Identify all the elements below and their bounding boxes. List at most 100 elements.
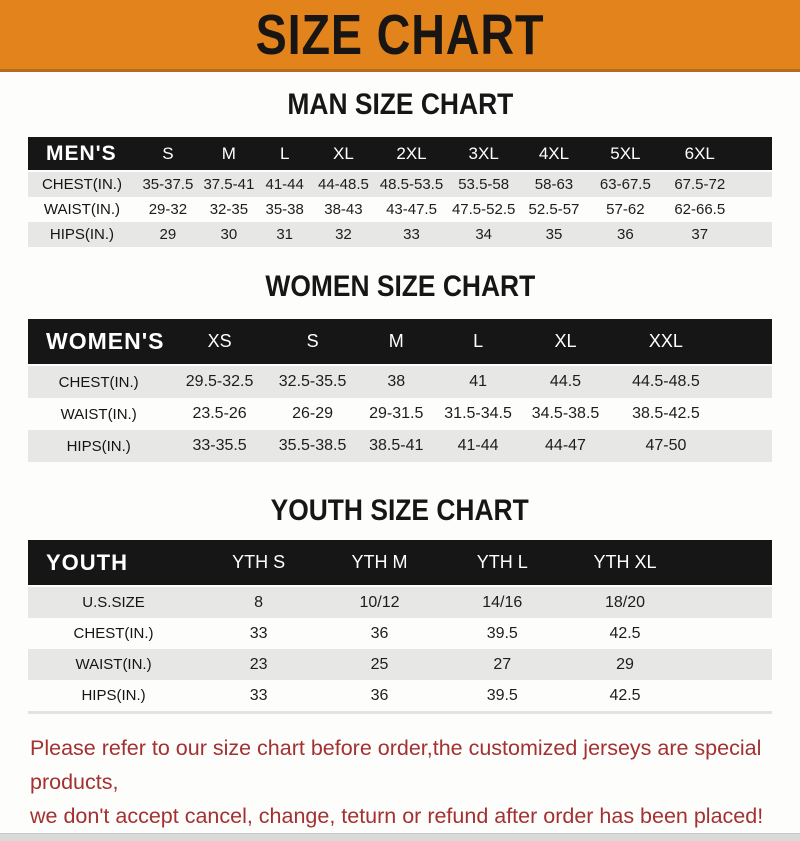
spacer-cell [736, 137, 772, 172]
footer-disclaimer: Please refer to our size chart before or… [0, 731, 800, 833]
men-group-label: MEN'S [28, 137, 136, 172]
men-col-header: S [135, 137, 200, 172]
men-waist-row: WAIST(IN.) 29-32 32-35 35-38 38-43 43-47… [28, 197, 772, 222]
size-cell: 63-67.5 [588, 172, 663, 197]
men-chest-row: CHEST(IN.) 35-37.5 37.5-41 41-44 44-48.5… [28, 172, 772, 197]
size-cell: 32 [311, 222, 376, 247]
men-col-header: 5XL [588, 137, 663, 172]
youth-col-header: YTH L [440, 540, 564, 587]
men-col-header: L [257, 137, 312, 172]
youth-col-header: YTH S [199, 540, 319, 587]
size-cell: 33 [375, 222, 448, 247]
size-cell: 25 [318, 649, 441, 680]
bottom-divider [0, 833, 800, 841]
size-cell: 10/12 [318, 587, 441, 618]
men-size-table: MEN'S S M L XL 2XL 3XL 4XL 5XL 6XL CHEST… [28, 137, 772, 247]
size-cell: 37.5-41 [199, 172, 258, 197]
size-cell: 38 [355, 366, 438, 398]
size-cell: 30 [199, 222, 258, 247]
men-col-header: XL [311, 137, 376, 172]
women-col-header: XL [519, 319, 612, 366]
spacer-cell [719, 366, 772, 398]
spacer-cell [719, 430, 772, 462]
row-label: HIPS(IN.) [28, 680, 200, 714]
size-cell: 29 [135, 222, 200, 247]
women-hips-row: HIPS(IN.) 33-35.5 35.5-38.5 38.5-41 41-4… [28, 430, 772, 462]
size-cell: 44-48.5 [311, 172, 376, 197]
size-cell: 44.5-48.5 [612, 366, 720, 398]
row-label: WAIST(IN.) [28, 649, 200, 680]
size-cell: 62-66.5 [662, 197, 737, 222]
women-chest-row: CHEST(IN.) 29.5-32.5 32.5-35.5 38 41 44.… [28, 366, 772, 398]
size-cell: 29 [563, 649, 687, 680]
youth-col-header: YTH XL [563, 540, 687, 587]
men-col-header: M [199, 137, 258, 172]
size-cell: 26-29 [269, 398, 356, 430]
spacer-cell [736, 197, 772, 222]
size-cell: 67.5-72 [662, 172, 737, 197]
women-col-header: S [269, 319, 356, 366]
men-col-header: 4XL [519, 137, 589, 172]
youth-ussize-row: U.S.SIZE 8 10/12 14/16 18/20 [28, 587, 772, 618]
youth-col-header: YTH M [318, 540, 441, 587]
women-header-row: WOMEN'S XS S M L XL XXL [28, 319, 772, 366]
row-label: CHEST(IN.) [28, 172, 136, 197]
size-cell: 47.5-52.5 [447, 197, 520, 222]
size-cell: 37 [662, 222, 737, 247]
spacer-cell [719, 319, 772, 366]
size-cell: 33-35.5 [169, 430, 270, 462]
size-cell: 48.5-53.5 [375, 172, 448, 197]
spacer-cell [736, 172, 772, 197]
spacer-cell [736, 222, 772, 247]
size-cell: 52.5-57 [519, 197, 589, 222]
women-col-header: XXL [612, 319, 720, 366]
size-cell: 33 [199, 680, 319, 714]
spacer-cell [719, 398, 772, 430]
row-label: HIPS(IN.) [28, 430, 170, 462]
row-label: CHEST(IN.) [28, 366, 170, 398]
youth-group-label: YOUTH [28, 540, 200, 587]
men-col-header: 3XL [447, 137, 520, 172]
size-cell: 38.5-42.5 [612, 398, 720, 430]
women-col-header: L [437, 319, 519, 366]
size-cell: 23 [199, 649, 319, 680]
size-cell: 35-37.5 [135, 172, 200, 197]
spacer-cell [686, 618, 772, 649]
spacer-cell [686, 680, 772, 714]
size-cell: 47-50 [612, 430, 720, 462]
size-cell: 27 [440, 649, 564, 680]
size-cell: 41-44 [437, 430, 519, 462]
size-cell: 36 [318, 618, 441, 649]
size-cell: 31.5-34.5 [437, 398, 519, 430]
size-cell: 38-43 [311, 197, 376, 222]
row-label: WAIST(IN.) [28, 197, 136, 222]
youth-header-row: YOUTH YTH S YTH M YTH L YTH XL [28, 540, 772, 587]
men-col-header: 2XL [375, 137, 448, 172]
size-cell: 44-47 [519, 430, 612, 462]
spacer-cell [686, 587, 772, 618]
size-cell: 35.5-38.5 [269, 430, 356, 462]
women-size-table: WOMEN'S XS S M L XL XXL CHEST(IN.) 29.5-… [28, 319, 772, 462]
size-cell: 38.5-41 [355, 430, 438, 462]
size-cell: 57-62 [588, 197, 663, 222]
size-cell: 44.5 [519, 366, 612, 398]
size-cell: 41 [437, 366, 519, 398]
size-cell: 23.5-26 [169, 398, 270, 430]
size-cell: 18/20 [563, 587, 687, 618]
youth-chest-row: CHEST(IN.) 33 36 39.5 42.5 [28, 618, 772, 649]
women-col-header: M [355, 319, 438, 366]
size-cell: 36 [588, 222, 663, 247]
size-cell: 43-47.5 [375, 197, 448, 222]
size-cell: 53.5-58 [447, 172, 520, 197]
banner-title: SIZE CHART [255, 2, 545, 67]
row-label: CHEST(IN.) [28, 618, 200, 649]
row-label: U.S.SIZE [28, 587, 200, 618]
size-cell: 34.5-38.5 [519, 398, 612, 430]
size-cell: 36 [318, 680, 441, 714]
size-cell: 29-31.5 [355, 398, 438, 430]
youth-waist-row: WAIST(IN.) 23 25 27 29 [28, 649, 772, 680]
spacer-cell [686, 540, 772, 587]
youth-hips-row: HIPS(IN.) 33 36 39.5 42.5 [28, 680, 772, 714]
size-cell: 35-38 [257, 197, 312, 222]
size-cell: 33 [199, 618, 319, 649]
